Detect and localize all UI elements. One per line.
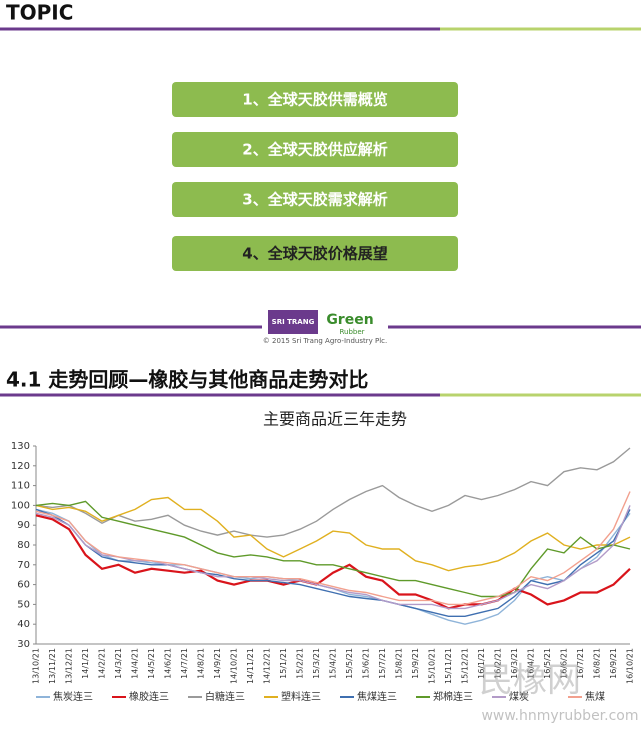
x-tick-label: 15/1/21 xyxy=(279,648,288,679)
x-tick-label: 13/12/21 xyxy=(65,648,74,684)
x-tick-label: 16/5/21 xyxy=(543,648,552,679)
y-tick-label: 120 xyxy=(11,461,30,472)
y-tick-label: 40 xyxy=(17,619,30,630)
menu-item[interactable] xyxy=(172,182,458,217)
x-tick-label: 16/8/21 xyxy=(593,648,602,679)
series-line xyxy=(35,447,631,538)
series-line xyxy=(35,491,631,606)
x-tick-label: 15/2/21 xyxy=(296,648,305,679)
x-tick-label: 15/7/21 xyxy=(378,648,387,679)
legend-label: 橡胶连三 xyxy=(129,690,169,703)
logo: Green xyxy=(326,312,373,328)
legend-label: 郑棉连三 xyxy=(433,690,473,703)
x-tick-label: 14/6/21 xyxy=(164,648,173,679)
section-title: 4.1 走势回顾—橡胶与其他商品走势对比 xyxy=(6,368,368,392)
x-tick-label: 14/11/21 xyxy=(246,648,255,684)
watermark: 民橡网 xyxy=(479,661,581,701)
copyright: © 2015 Sri Trang Agro-Industry Plc. xyxy=(263,337,387,345)
x-tick-label: 15/9/21 xyxy=(411,648,420,679)
menu-label: 4、全球天胶价格展望 xyxy=(242,245,387,263)
x-tick-label: 15/5/21 xyxy=(345,648,354,679)
plot: 30 40 50 60 70 80 90 100 110 120 130 13/10/21 13/11/… xyxy=(11,441,635,703)
series-line xyxy=(35,508,631,617)
x-tick-label: 14/5/21 xyxy=(147,648,156,679)
x-tick-label: 15/11/21 xyxy=(444,648,453,684)
chart-title: 主要商品近三年走势 xyxy=(263,410,407,429)
legend-label: 白糖连三 xyxy=(205,690,245,703)
x-tick-label: 15/6/21 xyxy=(362,648,371,679)
x-tick-label: 15/10/21 xyxy=(428,648,437,684)
x-tick-label: 16/3/21 xyxy=(510,648,519,679)
x-tick-label: 14/8/21 xyxy=(197,648,206,679)
y-tick-label: 30 xyxy=(17,639,30,650)
series-line xyxy=(35,505,631,610)
legend-label: 塑料连三 xyxy=(281,690,321,703)
y-tick-label: 110 xyxy=(11,481,30,492)
menu: 1、全球天胶供需概览 2、全球天胶供应解析 3、全球天胶需求解析 4、全球天胶价… xyxy=(172,82,458,271)
x-tick-label: 14/1/21 xyxy=(81,648,90,679)
series-line xyxy=(35,496,631,572)
series-line xyxy=(35,514,631,610)
x-tick-label: 14/12/21 xyxy=(263,648,272,684)
logo-box xyxy=(268,310,318,334)
y-tick-label: 130 xyxy=(11,441,30,452)
y-tick-label: 50 xyxy=(17,599,30,610)
x-tick-label: 16/10/21 xyxy=(626,648,635,684)
x-tick-label: 15/4/21 xyxy=(329,648,338,679)
logo: SRI TRANG xyxy=(272,318,315,326)
legend: 焦炭连三 橡胶连三 白糖连三 塑料连三 焦煤连三 郑棉连三 煤炭 焦煤 xyxy=(36,690,605,703)
x-tick-label: 15/3/21 xyxy=(312,648,321,679)
menu-label: 3、全球天胶需求解析 xyxy=(242,191,387,209)
menu-item[interactable] xyxy=(172,82,458,117)
x-tick-label: 14/4/21 xyxy=(131,648,140,679)
x-tick-label: 16/2/21 xyxy=(494,648,503,679)
x-tick-label: 16/1/21 xyxy=(477,648,486,679)
legend-label: 煤炭 xyxy=(509,690,529,703)
x-tick-label: 14/3/21 xyxy=(114,648,123,679)
x-tick-label: 16/4/21 xyxy=(527,648,536,679)
legend-label: 焦煤连三 xyxy=(357,690,397,703)
x-tick-label: 16/7/21 xyxy=(576,648,585,679)
y-tick-label: 80 xyxy=(17,540,30,551)
x-tick-label: 14/10/21 xyxy=(230,648,239,684)
legend-label: 焦炭连三 xyxy=(53,690,93,703)
logo: Rubber xyxy=(339,328,364,336)
y-tick-label: 100 xyxy=(11,500,30,511)
x-tick-label: 13/10/21 xyxy=(32,648,41,684)
menu-label: 2、全球天胶供应解析 xyxy=(242,141,387,159)
x-tick-label: 13/11/21 xyxy=(48,648,57,684)
topic: TOPIC xyxy=(6,1,73,25)
x-tick-label: 16/6/21 xyxy=(560,648,569,679)
x-tick-label: 15/12/21 xyxy=(461,648,470,684)
legend-label: 焦煤 xyxy=(585,690,605,703)
y-tick-label: 90 xyxy=(17,520,30,531)
series-line xyxy=(35,500,631,598)
x-tick-label: 14/2/21 xyxy=(98,648,107,679)
x-tick-label: 14/7/21 xyxy=(180,648,189,679)
menu-item[interactable] xyxy=(172,236,458,271)
y-tick-label: 70 xyxy=(17,560,30,571)
menu-label: 1、全球天胶供需概览 xyxy=(242,91,387,109)
y-tick-label: 60 xyxy=(17,580,30,591)
x-tick-label: 16/9/21 xyxy=(609,648,618,679)
menu-item[interactable] xyxy=(172,132,458,167)
x-tick-label: 15/8/21 xyxy=(395,648,404,679)
x-tick-label: 14/9/21 xyxy=(213,648,222,679)
watermark: www.hnmyrubber.com xyxy=(481,708,638,724)
